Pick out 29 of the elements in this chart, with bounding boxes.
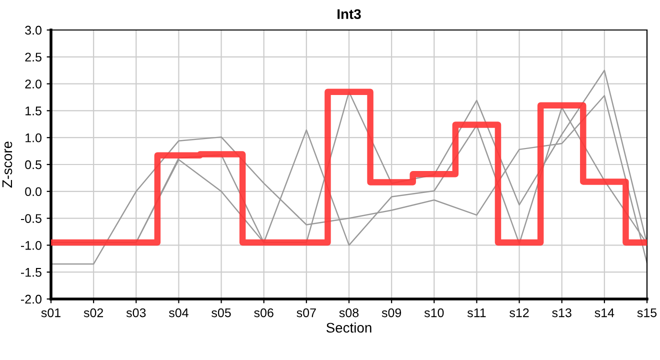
y-tick-label: -0.5 xyxy=(20,214,42,223)
y-tick-label: 3.0 xyxy=(25,26,42,35)
y-tick-label: -2.0 xyxy=(20,294,42,304)
x-tick-label: s09 xyxy=(382,308,402,318)
y-tick-label: -1.5 xyxy=(20,268,42,277)
x-tick-label: s14 xyxy=(594,308,614,318)
x-tick-label: s01 xyxy=(41,308,60,318)
x-tick-label: s03 xyxy=(126,308,146,318)
x-tick-label: s05 xyxy=(212,308,231,318)
chart-title: Int3 xyxy=(338,9,361,20)
x-tick-label: s12 xyxy=(510,308,529,318)
y-tick-label: 2.0 xyxy=(25,80,42,88)
x-tick-label: s10 xyxy=(424,308,444,318)
y-tick-label: 2.5 xyxy=(25,52,42,62)
y-tick-label: 1.0 xyxy=(26,133,42,142)
x-axis-title: Section xyxy=(326,322,372,333)
y-tick-label: -1.0 xyxy=(20,241,42,250)
y-tick-label: 0.0 xyxy=(25,187,42,196)
y-tick-label: 0.5 xyxy=(25,160,42,170)
x-tick-label: s08 xyxy=(339,308,359,318)
x-tick-label: s02 xyxy=(84,308,104,318)
x-tick-label: s11 xyxy=(467,308,486,318)
y-tick-label: 1.5 xyxy=(26,106,42,116)
x-tick-label: s15 xyxy=(637,308,657,318)
x-tick-label: s07 xyxy=(296,308,316,318)
x-tick-label: s04 xyxy=(168,308,188,318)
x-tick-label: s06 xyxy=(254,308,274,318)
y-axis-title: Z-score xyxy=(2,142,12,188)
x-tick-label: s13 xyxy=(552,308,572,318)
